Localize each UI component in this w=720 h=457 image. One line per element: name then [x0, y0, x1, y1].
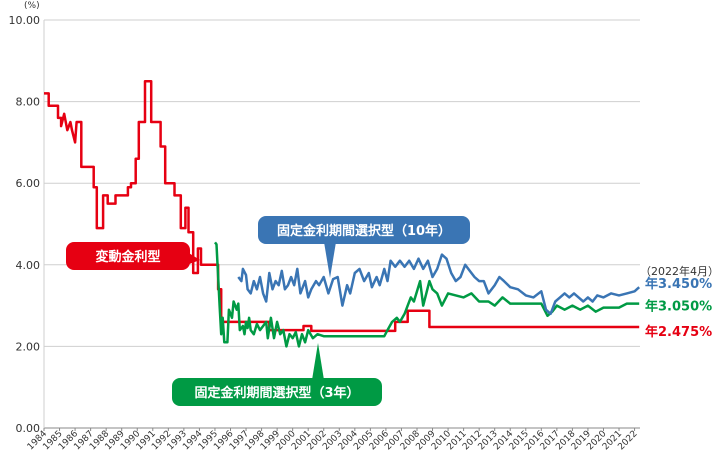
series-callouts: 変動金利型 固定金利期間選択型（10年） 固定金利期間選択型（3年） — [66, 216, 470, 406]
callout-1: 変動金利型 — [66, 242, 200, 270]
callout-box — [66, 242, 190, 270]
x-axis: 1984198519861987198819891990199119921993… — [26, 428, 640, 452]
series-line-3 — [237, 253, 641, 316]
y-unit-label: (%) — [24, 1, 40, 11]
end-value-label: 年3.450% — [645, 276, 712, 292]
end-labels: 年2.475% 年3.050% 年3.450% — [645, 276, 712, 340]
callout-box — [172, 378, 382, 406]
y-tick-label: 10.00 — [9, 14, 41, 27]
end-value-label: 年2.475% — [645, 324, 712, 340]
callout-2: 固定金利期間選択型（10年） — [258, 216, 470, 278]
callout-label: 固定金利期間選択型（3年） — [194, 385, 359, 401]
callout-pointer — [312, 343, 324, 380]
y-axis: 0.00 2.00 4.00 6.00 8.00 10.00 — [9, 14, 41, 435]
callout-pointer — [324, 242, 336, 278]
date-note: （2022年4月） — [640, 264, 719, 278]
end-value-label: 年3.050% — [645, 299, 712, 315]
series-lines — [44, 79, 641, 348]
y-tick-label: 4.00 — [16, 259, 41, 272]
y-tick-label: 8.00 — [16, 96, 41, 109]
y-tick-label: 2.00 — [16, 340, 41, 353]
series-line-2 — [214, 241, 640, 348]
callout-label: 固定金利期間選択型（10年） — [277, 223, 451, 239]
y-tick-label: 6.00 — [16, 177, 41, 190]
callout-3: 固定金利期間選択型（3年） — [172, 343, 382, 406]
callout-box — [258, 216, 470, 244]
y-tick-label: 0.00 — [16, 422, 41, 435]
callout-label: 変動金利型 — [95, 249, 160, 265]
